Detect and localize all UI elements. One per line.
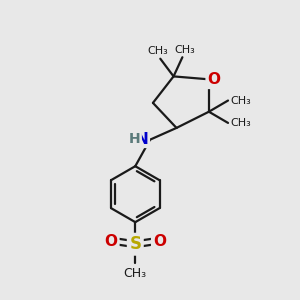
Text: H: H xyxy=(129,132,140,146)
Text: CH₃: CH₃ xyxy=(230,95,251,106)
Text: CH₃: CH₃ xyxy=(230,118,251,128)
Text: S: S xyxy=(129,235,141,253)
Text: O: O xyxy=(208,72,221,87)
Text: N: N xyxy=(136,132,148,147)
Text: CH₃: CH₃ xyxy=(124,267,147,280)
Text: O: O xyxy=(104,234,117,249)
Text: O: O xyxy=(153,234,166,249)
Text: CH₃: CH₃ xyxy=(174,45,195,55)
Text: CH₃: CH₃ xyxy=(148,46,168,56)
